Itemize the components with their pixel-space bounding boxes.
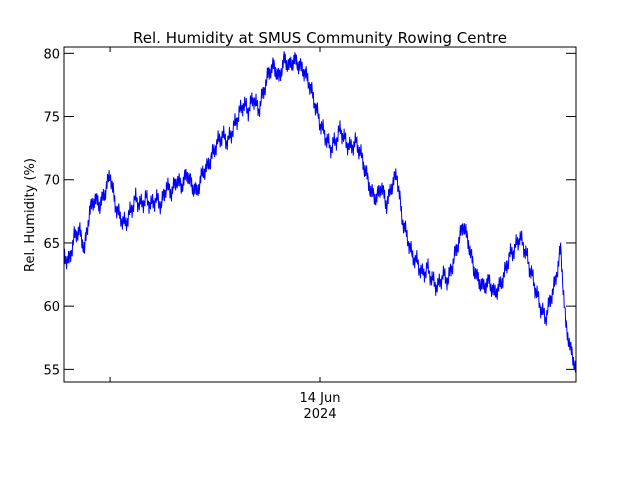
plot-frame [63, 46, 577, 383]
y-tick-label-80: 80 [43, 47, 60, 62]
y-tick-label-60: 60 [43, 300, 60, 315]
y-tick-label-65: 65 [43, 237, 60, 252]
x-tick-label-date: 14 Jun [300, 391, 341, 406]
y-tick-label-55: 55 [43, 363, 60, 378]
y-tick-label-75: 75 [43, 111, 60, 126]
series-layer [63, 51, 577, 373]
x-tick-label-year: 2024 [303, 407, 336, 422]
chart-title: Rel. Humidity at SMUS Community Rowing C… [133, 29, 507, 47]
y-axis-label: Rel. Humidity (%) [23, 158, 38, 272]
series-line-humidity [63, 51, 577, 373]
y-tick-label-70: 70 [43, 174, 60, 189]
